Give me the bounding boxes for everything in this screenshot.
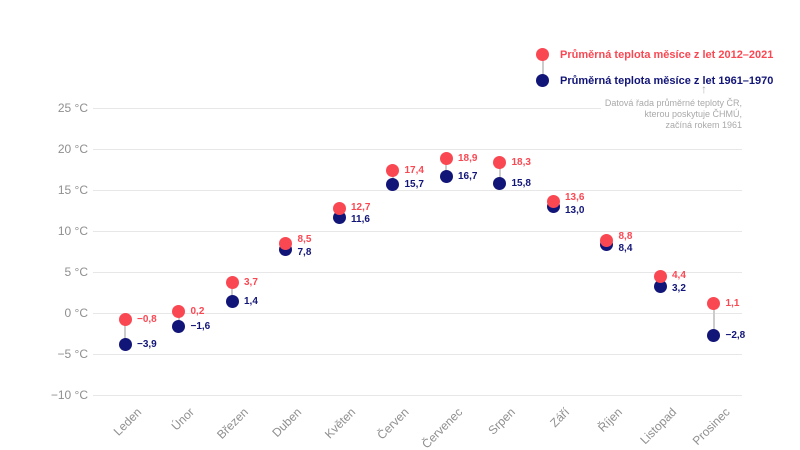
legend-label-2012-2021: Průměrná teplota měsíce z let 2012–2021 (560, 49, 774, 61)
value-label-1961-1970: 8,4 (618, 243, 633, 255)
x-tick-label: Září (546, 405, 572, 430)
x-tick-label: Srpen (485, 405, 519, 438)
data-point-1961-1970 (707, 329, 720, 343)
connector-line (445, 158, 447, 177)
value-label-1961-1970: 16,7 (458, 170, 478, 182)
data-point-2012-2021 (493, 156, 506, 170)
value-label-2012-2021: 17,4 (404, 164, 424, 176)
legend-dot-2012-2021 (536, 48, 549, 61)
source-annotation: Datová řada průměrné teploty ČR, kterou … (600, 98, 742, 131)
y-tick-label: 5 °C (64, 265, 88, 279)
value-label-1961-1970: 15,8 (511, 177, 531, 189)
y-tick-label: 15 °C (57, 183, 88, 197)
value-label-1961-1970: 3,2 (672, 282, 686, 294)
gridline (93, 271, 742, 273)
data-point-2012-2021 (225, 276, 239, 290)
value-label-1961-1970: 7,8 (297, 246, 312, 258)
data-point-1961-1970 (493, 176, 506, 190)
data-point-2012-2021 (172, 304, 185, 318)
value-label-1961-1970: 11,6 (351, 214, 370, 226)
x-tick-label: Listopad (636, 405, 679, 447)
gridline (93, 189, 742, 191)
value-label-2012-2021: 12,7 (351, 201, 371, 213)
data-point-1961-1970 (118, 338, 132, 352)
y-tick-label: 25 °C (57, 101, 88, 115)
connector-line (498, 162, 501, 184)
annotation-line-3: začíná rokem 1961 (665, 120, 742, 130)
data-point-2012-2021 (279, 236, 292, 250)
value-label-1961-1970: 13,0 (565, 204, 585, 216)
value-label-2012-2021: 8,8 (618, 230, 633, 242)
data-point-1961-1970 (439, 169, 453, 183)
legend-dot-1961-1970 (536, 74, 549, 87)
gridline (93, 230, 742, 232)
y-tick-label: −5 °C (57, 347, 88, 361)
annotation-line-2: kterou poskytuje ČHMÚ, (644, 109, 742, 119)
x-tick-label: Červen (374, 405, 412, 443)
legend-label-1961-1970: Průměrná teplota měsíce z let 1961–1970 (560, 75, 774, 87)
gridline (93, 394, 742, 396)
data-point-2012-2021 (707, 297, 720, 311)
value-label-2012-2021: 4,4 (672, 270, 686, 282)
connector-line (124, 319, 126, 345)
data-point-1961-1970 (653, 280, 667, 294)
value-label-2012-2021: 13,6 (565, 192, 585, 204)
legend-connector-line (542, 55, 544, 81)
x-tick-label: Duben (269, 405, 305, 440)
data-point-2012-2021 (653, 270, 667, 284)
connector-line (391, 170, 394, 185)
y-tick-label: 0 °C (64, 306, 88, 320)
annotation-line-1: Datová řada průměrné teploty ČR, (604, 98, 742, 108)
y-tick-label: 10 °C (57, 224, 88, 238)
gridline (93, 107, 742, 109)
data-point-2012-2021 (600, 234, 613, 248)
x-tick-label: Říjen (595, 405, 626, 435)
value-label-1961-1970: 1,4 (244, 296, 258, 308)
data-point-1961-1970 (332, 211, 346, 225)
value-label-1961-1970: 15,7 (404, 178, 424, 190)
value-label-2012-2021: 1,1 (725, 298, 740, 310)
y-tick-label: 20 °C (57, 142, 88, 156)
gridline (93, 148, 742, 150)
data-point-2012-2021 (332, 202, 346, 216)
data-point-1961-1970 (225, 295, 239, 309)
up-arrow-icon: ↑ (701, 82, 707, 96)
x-tick-label: Květen (321, 405, 358, 442)
value-label-2012-2021: 0,2 (190, 305, 205, 317)
value-label-2012-2021: 18,9 (458, 152, 478, 164)
gridline (93, 312, 742, 314)
data-point-2012-2021 (439, 151, 453, 165)
value-label-2012-2021: 3,7 (244, 277, 258, 289)
data-point-1961-1970 (386, 177, 399, 191)
x-tick-label: Leden (110, 405, 144, 439)
y-tick-label: −10 °C (50, 388, 88, 402)
x-tick-label: Prosinec (689, 405, 733, 448)
data-point-2012-2021 (118, 313, 132, 327)
data-point-1961-1970 (172, 319, 185, 333)
value-label-1961-1970: −3,9 (137, 339, 157, 351)
value-label-1961-1970: −2,8 (725, 330, 746, 342)
connector-line (231, 282, 233, 302)
connector-line (177, 311, 180, 327)
x-tick-label: Červenec (418, 405, 465, 450)
x-tick-label: Únor (169, 405, 198, 434)
value-label-2012-2021: 18,3 (511, 157, 531, 169)
data-point-2012-2021 (386, 163, 399, 177)
data-point-2012-2021 (546, 194, 560, 208)
value-label-2012-2021: −0,8 (137, 314, 157, 326)
value-label-2012-2021: 8,5 (297, 234, 312, 246)
x-tick-label: Březen (214, 405, 251, 442)
connector-line (712, 303, 715, 336)
gridline (93, 353, 742, 355)
value-label-1961-1970: −1,6 (190, 320, 211, 332)
